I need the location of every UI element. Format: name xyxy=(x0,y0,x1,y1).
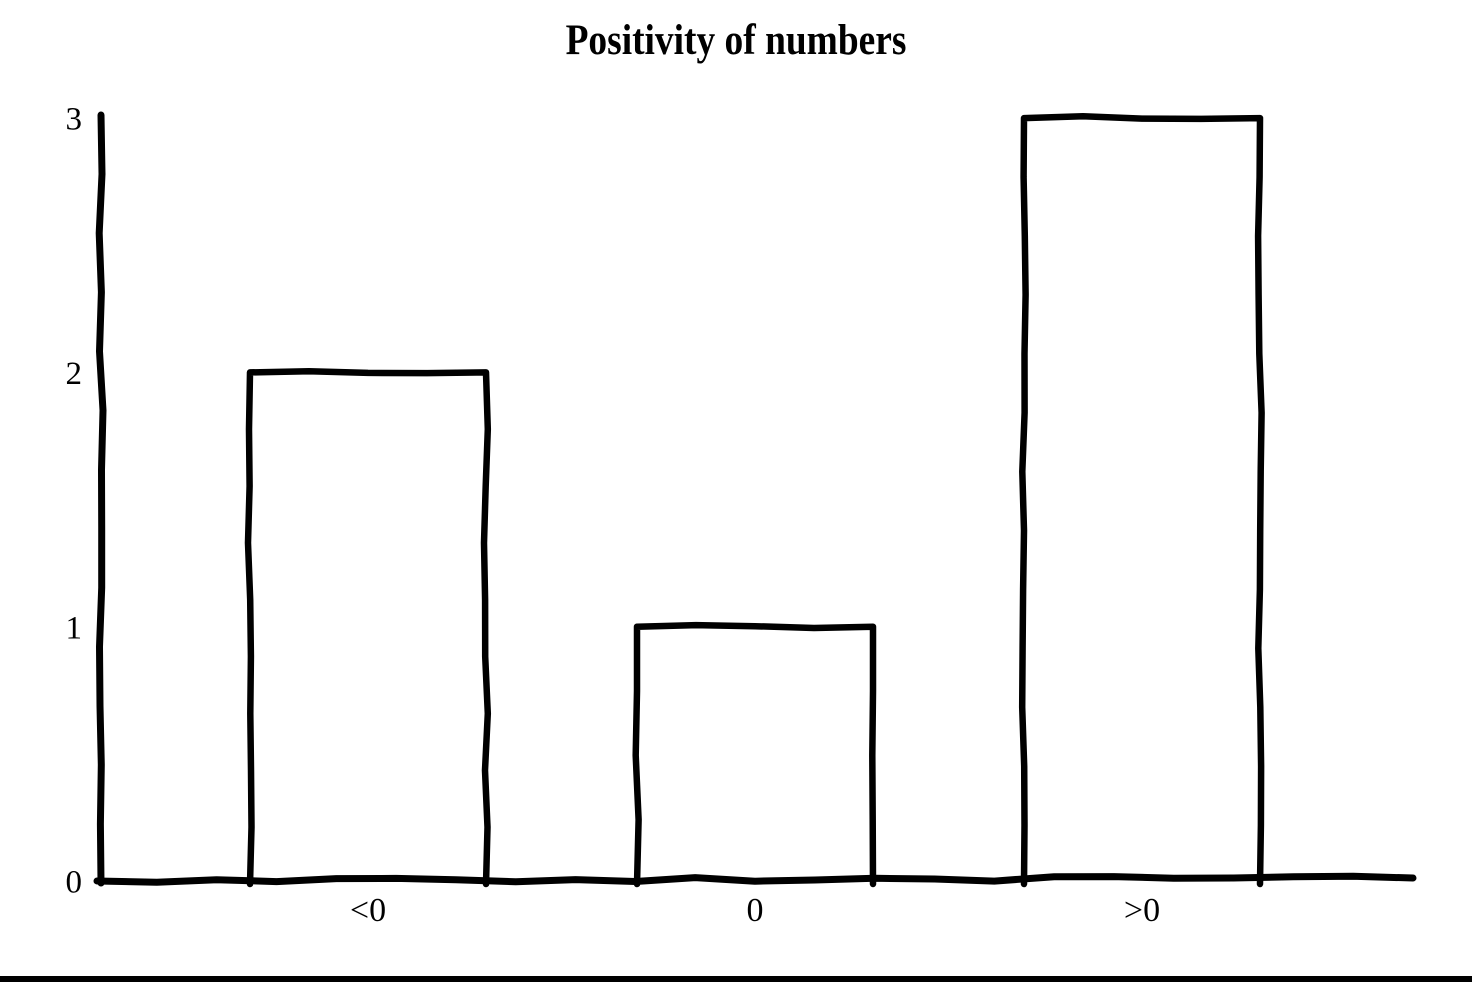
bar-3-outline xyxy=(1018,112,1265,888)
y-tick-label-2: 2 xyxy=(66,356,83,392)
bottom-divider-rule xyxy=(0,976,1472,982)
y-tick-label-0: 0 xyxy=(66,865,83,901)
chart-title: Positivity of numbers xyxy=(565,17,907,64)
x-category-label-3: >0 xyxy=(1124,892,1160,929)
x-axis xyxy=(93,872,1417,886)
y-tick-label-1: 1 xyxy=(66,610,83,646)
bar-1-outline xyxy=(244,367,492,888)
bar-2-outline xyxy=(632,621,877,888)
x-category-label-2: 0 xyxy=(747,892,764,929)
y-tick-label-3: 3 xyxy=(66,102,83,138)
y-axis xyxy=(95,111,107,887)
x-category-label-1: <0 xyxy=(350,892,386,929)
